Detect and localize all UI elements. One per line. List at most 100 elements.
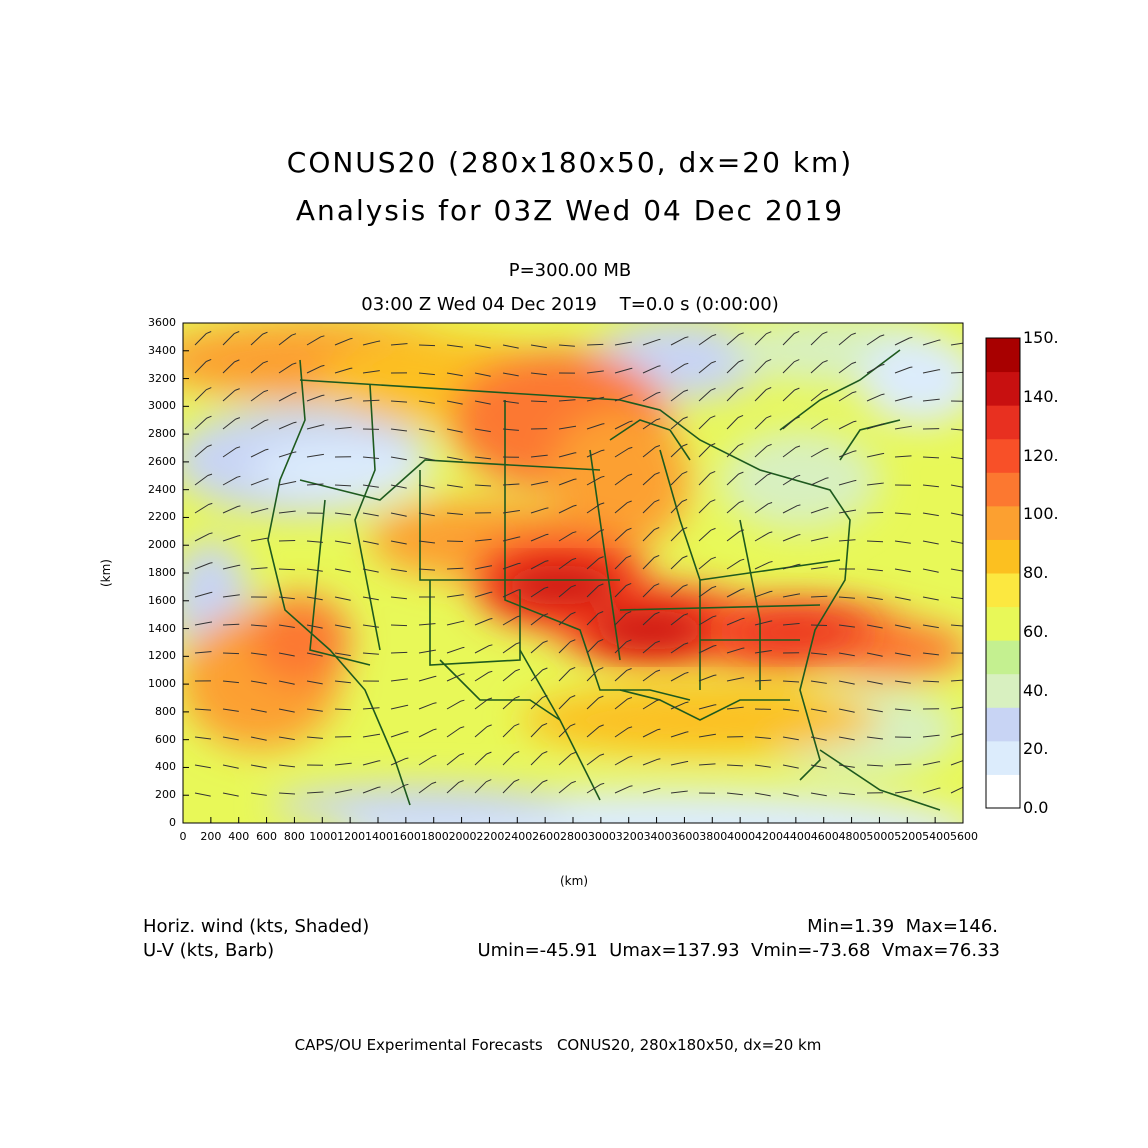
wind-barb (950, 568, 963, 572)
y-axis-label: (km) (99, 558, 114, 588)
wind-barb (502, 483, 520, 486)
wind-barb (894, 396, 913, 402)
wind-barb (558, 666, 576, 682)
colorbar-swatch (986, 472, 1020, 507)
wind-barb (614, 726, 633, 738)
wind-barb (614, 420, 633, 430)
wind-barb (838, 361, 857, 374)
wind-barb (726, 677, 745, 682)
wind-barb (474, 428, 491, 433)
wind-barb (894, 366, 913, 374)
wind-barb (586, 343, 604, 346)
wind-barb (222, 331, 240, 346)
wind-barb (362, 540, 379, 545)
wind-barb (782, 445, 801, 458)
wind-barb (670, 389, 689, 402)
wind-barbs (194, 330, 963, 797)
wind-barb (698, 763, 716, 766)
wind-barb (362, 786, 381, 794)
wind-barb (334, 652, 351, 657)
wind-barb (446, 400, 463, 405)
wind-barb (642, 418, 661, 430)
wind-barb (838, 736, 855, 741)
x-tick-label: 2400 (504, 830, 533, 843)
wind-barb (446, 753, 465, 766)
wind-barb (586, 695, 604, 710)
wind-barb (614, 755, 633, 766)
wind-barb (502, 428, 519, 431)
wind-barb (754, 679, 772, 682)
wind-barb (586, 753, 605, 766)
wind-barb (726, 529, 745, 542)
wind-barb (950, 786, 963, 794)
wind-barb (418, 649, 436, 654)
wind-barb (586, 396, 605, 402)
wind-barb (278, 451, 297, 458)
wind-barb (474, 644, 493, 654)
colorbar-swatch (986, 371, 1020, 406)
wind-barb (866, 393, 885, 402)
wind-barb (194, 387, 212, 402)
x-tick-label: 5600 (950, 830, 978, 843)
y-tick-label: 2000 (148, 538, 176, 552)
wind-barb (362, 760, 381, 766)
wind-barb (194, 651, 212, 654)
wind-barb (558, 639, 576, 654)
wind-barb (810, 389, 829, 402)
wind-barb (530, 400, 548, 403)
wind-barb (446, 620, 465, 626)
wind-barb (754, 531, 773, 542)
wind-barb (754, 736, 771, 739)
wind-barb (278, 764, 295, 768)
wind-barb (894, 455, 912, 458)
wind-barb (810, 595, 828, 598)
wind-barb (474, 697, 493, 710)
x-tick-label: 4600 (810, 830, 839, 843)
wind-barb (782, 708, 799, 712)
y-tick-label: 3600 (148, 316, 176, 329)
wind-barb (446, 428, 463, 433)
y-tick-label: 400 (155, 760, 176, 774)
wind-barb (502, 751, 520, 766)
wind-barb (698, 334, 717, 346)
wind-barb (782, 593, 801, 598)
wind-barb (502, 562, 521, 570)
wind-barb (922, 761, 941, 766)
wind-barb (334, 680, 351, 684)
wind-barb (418, 400, 435, 404)
wind-barb (390, 568, 407, 572)
wind-barb (530, 586, 549, 598)
wind-barb (250, 508, 269, 514)
wind-barb (558, 504, 577, 514)
wind-barb (474, 779, 492, 794)
wind-barb (810, 360, 828, 374)
wind-barb (474, 751, 492, 766)
x-tick-label: 2000 (448, 830, 477, 843)
wind-barb (782, 534, 801, 542)
wind-barb (894, 680, 911, 684)
colorbar-swatch (986, 405, 1020, 440)
wind-barb (754, 472, 772, 486)
x-tick-label: 1800 (420, 830, 449, 843)
wind-barb (698, 415, 716, 430)
wind-barb (418, 623, 436, 626)
wind-barb (390, 678, 408, 682)
wind-barb (586, 449, 605, 458)
wind-barb (838, 596, 856, 599)
wind-barb (194, 736, 211, 740)
wind-barb (334, 762, 352, 766)
wind-barb (782, 474, 801, 486)
wind-barb (670, 701, 689, 710)
x-tick-label: 1600 (392, 830, 421, 843)
wind-barb (558, 425, 577, 430)
colorbar (986, 338, 1020, 809)
wind-barb (922, 568, 939, 573)
wind-barb (390, 596, 407, 600)
x-tick-label: 4400 (782, 830, 811, 843)
wind-barb (446, 456, 463, 461)
wind-barb (502, 536, 521, 542)
wind-barb (726, 617, 745, 626)
wind-barb (446, 484, 463, 488)
wind-barb (642, 699, 661, 710)
wind-barb (278, 540, 296, 542)
